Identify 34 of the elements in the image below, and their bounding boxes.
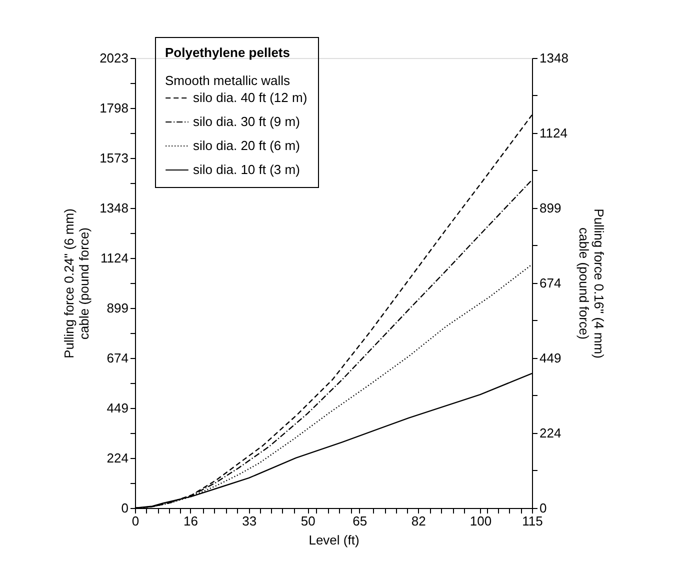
y-axis-title: Pulling force 0.24" (6 mm) cable (pound force) (62, 208, 92, 358)
legend-label: silo dia. 10 ft (3 m) (193, 162, 300, 177)
legend-label: silo dia. 30 ft (9 m) (193, 114, 300, 129)
y-tick-label: 224 (106, 450, 128, 466)
y2-tick-label: 1348 (540, 50, 568, 66)
x-tick-label: 0 (132, 514, 140, 528)
x-tick-label: 82 (411, 514, 426, 528)
y-tick-label: 1348 (100, 200, 128, 216)
annotation: Smooth metallic walls (165, 73, 290, 88)
x-tick-label: 100 (470, 514, 492, 528)
x-tick-label: 115 (522, 514, 543, 528)
y-tick-label: 449 (106, 400, 128, 416)
y-tick-label: 1124 (100, 250, 128, 266)
y-tick-label: 1573 (100, 150, 128, 166)
y-tick-label: 2023 (100, 50, 128, 66)
legend-label: silo dia. 40 ft (12 m) (193, 90, 308, 105)
x-tick-label: 33 (242, 514, 257, 528)
y-tick-label: 0 (121, 500, 128, 516)
y-tick-label: 1798 (100, 100, 128, 116)
y2-tick-label: 899 (540, 200, 562, 216)
y2-tick-label: 449 (540, 350, 562, 366)
x-tick-label: 16 (184, 514, 198, 528)
y2-axis-title: Pulling force 0.16" (4 mm) cable (pound force) (576, 208, 606, 358)
y2-tick-label: 1124 (540, 125, 568, 140)
x-axis-title: Level (ft) (308, 532, 360, 548)
y-tick-label: 899 (106, 300, 128, 316)
legend-label: silo dia. 20 ft (6 m) (193, 138, 300, 153)
x-tick-label: 50 (300, 514, 316, 528)
y-tick-label: 674 (106, 350, 128, 366)
y2-tick-label: 224 (540, 426, 562, 441)
x-tick-label: 65 (352, 514, 368, 528)
y2-tick-label: 674 (540, 276, 562, 290)
y2-tick-label: 0 (540, 500, 547, 516)
legend-title: Polyethylene pellets (165, 45, 290, 60)
